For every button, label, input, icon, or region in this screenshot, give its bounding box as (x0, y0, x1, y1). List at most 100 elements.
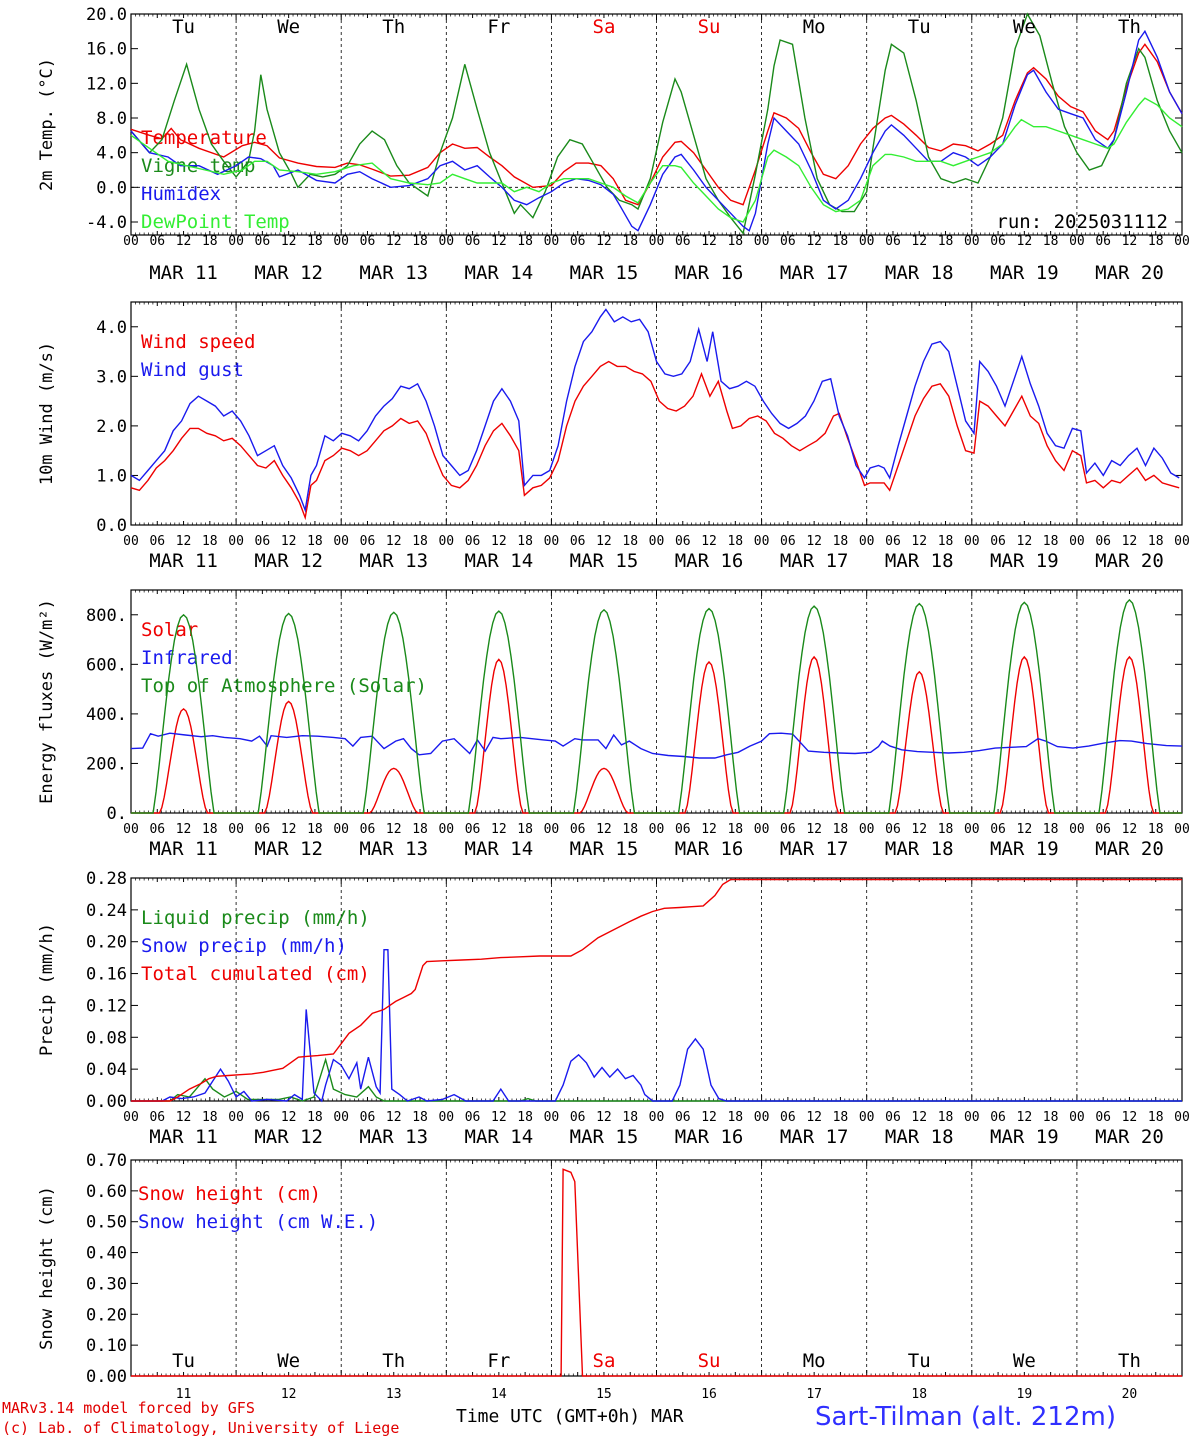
hour-tick-label: 18 (938, 234, 954, 249)
month-label: MAR (651, 1406, 684, 1427)
date-label: MAR 11 (149, 838, 218, 860)
hour-tick-label: 12 (1122, 822, 1138, 837)
hour-tick-label: 00 (123, 534, 139, 549)
hour-tick-label: 18 (412, 1110, 428, 1125)
day-of-week-label: Fr (487, 16, 510, 38)
series-line-3 (130, 29, 1183, 232)
date-label: MAR 13 (359, 262, 428, 284)
y-tick-label: 4.0 (96, 318, 127, 338)
series-line-3 (131, 878, 1182, 1102)
day-number-label: 12 (281, 1387, 297, 1402)
date-label: MAR 14 (465, 550, 534, 572)
hour-tick-label: 06 (990, 534, 1006, 549)
hour-tick-label: 12 (701, 234, 717, 249)
hour-tick-label: 18 (833, 534, 849, 549)
hour-tick-label: 00 (123, 822, 139, 837)
hour-tick-label: 06 (570, 234, 586, 249)
series-line-1 (130, 43, 1183, 206)
hour-tick-label: 06 (360, 234, 376, 249)
hour-tick-label: 00 (754, 234, 770, 249)
day-of-week-label: Th (1118, 16, 1141, 38)
day-of-week-label: We (277, 16, 300, 38)
y-axis-label: 2m Temp. (°C) (37, 58, 57, 191)
y-tick-label: 0.00 (86, 1092, 127, 1112)
hour-tick-label: 00 (1174, 1110, 1190, 1125)
hour-tick-label: 06 (149, 1110, 165, 1125)
date-label: MAR 16 (675, 1126, 744, 1148)
hour-tick-label: 00 (333, 534, 349, 549)
hour-tick-label: 00 (333, 822, 349, 837)
day-of-week-label: Tu (172, 1350, 195, 1372)
hour-tick-label: 12 (701, 1110, 717, 1125)
hour-tick-label: 12 (911, 1110, 927, 1125)
hour-tick-label: 00 (649, 534, 665, 549)
y-tick-label: 200. (86, 754, 127, 774)
date-label: MAR 18 (885, 550, 954, 572)
y-tick-label: 0.20 (86, 933, 127, 953)
hour-tick-label: 12 (281, 1110, 297, 1125)
date-label: MAR 17 (780, 838, 849, 860)
series-line-2 (131, 949, 1182, 1103)
legend-entry: Snow height (cm W.E.) (138, 1211, 378, 1233)
y-tick-label: 16.0 (86, 40, 127, 60)
y-tick-label: 0.10 (86, 1336, 127, 1356)
hour-tick-label: 12 (806, 534, 822, 549)
y-tick-label: 0. (107, 804, 127, 824)
y-tick-label: 0.0 (96, 178, 127, 198)
y-axis-label: Snow height (cm) (37, 1186, 57, 1350)
y-tick-label: 0.00 (86, 1367, 127, 1387)
day-number-label: 14 (491, 1387, 507, 1402)
date-label: MAR 11 (149, 550, 218, 572)
day-number-label: 16 (701, 1387, 717, 1402)
hour-tick-label: 12 (491, 234, 507, 249)
hour-tick-label: 12 (491, 534, 507, 549)
date-label: MAR 19 (990, 262, 1059, 284)
hour-tick-label: 06 (675, 822, 691, 837)
day-of-week-label: We (1013, 16, 1036, 38)
date-label: MAR 11 (149, 262, 218, 284)
hour-tick-label: 12 (176, 1110, 192, 1125)
hour-tick-label: 00 (859, 1110, 875, 1125)
y-tick-label: 0.04 (86, 1060, 127, 1080)
hour-tick-label: 12 (806, 822, 822, 837)
hour-tick-label: 00 (228, 1110, 244, 1125)
day-of-week-label: Tu (908, 1350, 931, 1372)
hour-tick-label: 00 (544, 822, 560, 837)
legend-entry: Infrared (141, 647, 233, 669)
hour-tick-label: 06 (780, 1110, 796, 1125)
hour-tick-label: 00 (544, 1110, 560, 1125)
hour-tick-label: 18 (412, 534, 428, 549)
date-label: MAR 20 (1095, 262, 1164, 284)
hour-tick-label: 00 (1069, 534, 1085, 549)
hour-tick-label: 12 (911, 822, 927, 837)
hour-tick-label: 18 (1043, 1110, 1059, 1125)
hour-tick-label: 18 (202, 822, 218, 837)
hour-tick-label: 12 (596, 1110, 612, 1125)
date-label: MAR 14 (465, 838, 534, 860)
hour-tick-label: 06 (465, 534, 481, 549)
hour-tick-label: 00 (544, 234, 560, 249)
hour-tick-label: 06 (1095, 822, 1111, 837)
day-of-week-label: Th (382, 1350, 405, 1372)
hour-tick-label: 18 (833, 1110, 849, 1125)
hour-tick-label: 12 (806, 234, 822, 249)
y-tick-label: 0.30 (86, 1274, 127, 1294)
hour-tick-label: 06 (885, 1110, 901, 1125)
hour-tick-label: 06 (360, 1110, 376, 1125)
hour-tick-label: 06 (149, 234, 165, 249)
hour-tick-label: 00 (228, 534, 244, 549)
lab-credit: (c) Lab. of Climatology, University of L… (2, 1419, 400, 1437)
hour-tick-label: 18 (517, 1110, 533, 1125)
date-label: MAR 13 (359, 838, 428, 860)
y-tick-label: 800. (86, 606, 127, 626)
hour-tick-label: 18 (622, 822, 638, 837)
hour-tick-label: 00 (1069, 234, 1085, 249)
day-of-week-label: Th (1118, 1350, 1141, 1372)
day-number-label: 17 (806, 1387, 822, 1402)
date-label: MAR 16 (675, 262, 744, 284)
date-label: MAR 15 (570, 838, 639, 860)
hour-tick-label: 18 (622, 1110, 638, 1125)
model-credit: MARv3.14 model forced by GFS (2, 1399, 255, 1417)
day-number-label: 18 (911, 1387, 927, 1402)
hour-tick-label: 00 (438, 1110, 454, 1125)
